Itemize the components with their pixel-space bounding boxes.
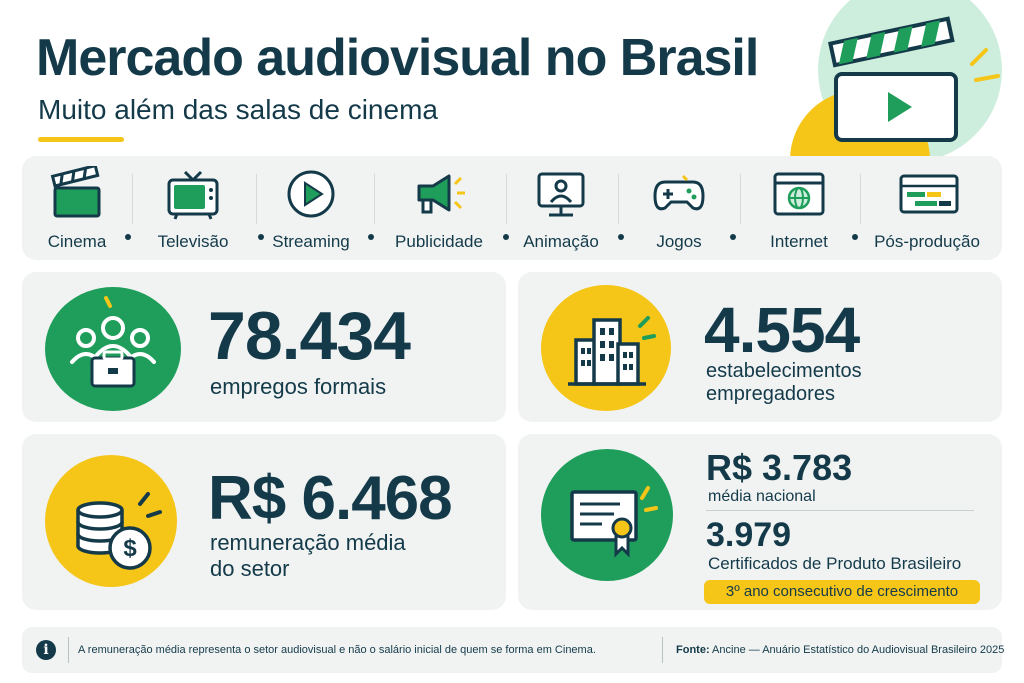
growth-badge: 3º ano consecutivo de crescimento bbox=[704, 580, 980, 604]
certificates-label: Certificados de Produto Brasileiro bbox=[708, 554, 962, 573]
footer-separator bbox=[662, 637, 663, 663]
play-circle-icon bbox=[287, 170, 335, 218]
card-divider bbox=[706, 510, 974, 511]
source-label: Fonte: bbox=[676, 644, 710, 656]
separator-dot bbox=[368, 234, 374, 240]
separator-dot bbox=[730, 234, 736, 240]
separator-line bbox=[132, 174, 133, 224]
sector-label: Cinema bbox=[47, 232, 107, 251]
separator-dot bbox=[258, 234, 264, 240]
sector-animacao: Animação bbox=[506, 166, 616, 252]
national-label: média nacional bbox=[708, 488, 816, 505]
sector-cinema: Cinema bbox=[22, 166, 132, 252]
megaphone-icon bbox=[417, 174, 465, 214]
clapperboard-icon bbox=[50, 166, 101, 218]
certificate-icon bbox=[541, 449, 673, 581]
sector-label: Pós-produção bbox=[874, 232, 980, 251]
separator-line bbox=[860, 174, 861, 224]
jobs-label: empregos formais bbox=[210, 374, 387, 399]
footer-separator bbox=[68, 637, 69, 663]
timeline-editor-icon bbox=[899, 174, 959, 214]
stat-card-salary: $ R$ 6.468 remuneração média do setor bbox=[22, 434, 506, 610]
hero-clapperboard-illustration bbox=[790, 0, 1002, 160]
separator-line bbox=[506, 174, 507, 224]
svg-text:$: $ bbox=[123, 535, 137, 562]
sector-internet: Internet bbox=[744, 166, 854, 252]
national-value: R$ 3.783 bbox=[706, 447, 853, 488]
footer-source: Fonte: Ancine — Anuário Estatístico do A… bbox=[676, 644, 1004, 656]
sector-label: Publicidade bbox=[395, 232, 483, 251]
sector-pos-producao: Pós-produção bbox=[874, 166, 984, 252]
separator-line bbox=[740, 174, 741, 224]
separator-line bbox=[256, 174, 257, 224]
salary-label-line2: do setor bbox=[210, 556, 290, 581]
sectors-panel: Cinema Televisão Streaming Publicidade bbox=[22, 156, 1002, 260]
source-text: Ancine — Anuário Estatístico do Audiovis… bbox=[709, 644, 1005, 656]
footer: i A remuneração média representa o setor… bbox=[22, 627, 1004, 673]
stat-card-establishments: 4.554 estabelecimentos empregadores bbox=[518, 272, 1002, 422]
establishments-label-line2: empregadores bbox=[706, 383, 835, 405]
sector-label: Animação bbox=[523, 232, 599, 251]
browser-globe-icon bbox=[773, 172, 825, 216]
salary-value: R$ 6.468 bbox=[208, 464, 453, 533]
separator-dot bbox=[125, 234, 131, 240]
sector-streaming: Streaming bbox=[256, 166, 366, 252]
stat-card-jobs: 78.434 empregos formais bbox=[22, 272, 506, 422]
sector-label: Internet bbox=[770, 232, 828, 251]
page-subtitle: Muito além das salas de cinema bbox=[38, 94, 438, 125]
certificates-value: 3.979 bbox=[706, 516, 792, 554]
establishments-value: 4.554 bbox=[704, 294, 860, 366]
jobs-value: 78.434 bbox=[208, 298, 411, 374]
separator-dot bbox=[852, 234, 858, 240]
separator-dot bbox=[618, 234, 624, 240]
page-title: Mercado audiovisual no Brasil bbox=[36, 29, 759, 87]
team-briefcase-icon bbox=[45, 287, 181, 411]
buildings-icon bbox=[541, 285, 671, 411]
separator-line bbox=[374, 174, 375, 224]
footer-note: A remuneração média representa o setor a… bbox=[78, 644, 596, 656]
gamepad-icon bbox=[653, 174, 705, 211]
sector-televisao: Televisão bbox=[138, 166, 248, 252]
monitor-person-icon bbox=[537, 172, 585, 217]
sector-publicidade: Publicidade bbox=[384, 166, 494, 252]
sector-label: Jogos bbox=[656, 232, 702, 251]
separator-dot bbox=[503, 234, 509, 240]
coins-dollar-icon: $ bbox=[45, 455, 177, 587]
info-icon: i bbox=[36, 640, 56, 660]
sector-label: Streaming bbox=[272, 232, 350, 251]
sector-jogos: Jogos bbox=[624, 166, 734, 252]
television-icon bbox=[167, 170, 219, 220]
sector-label: Televisão bbox=[157, 232, 229, 251]
salary-label-line1: remuneração média bbox=[210, 530, 406, 555]
separator-line bbox=[618, 174, 619, 224]
subtitle-underline bbox=[38, 137, 124, 142]
establishments-label-line1: estabelecimentos bbox=[706, 360, 862, 382]
